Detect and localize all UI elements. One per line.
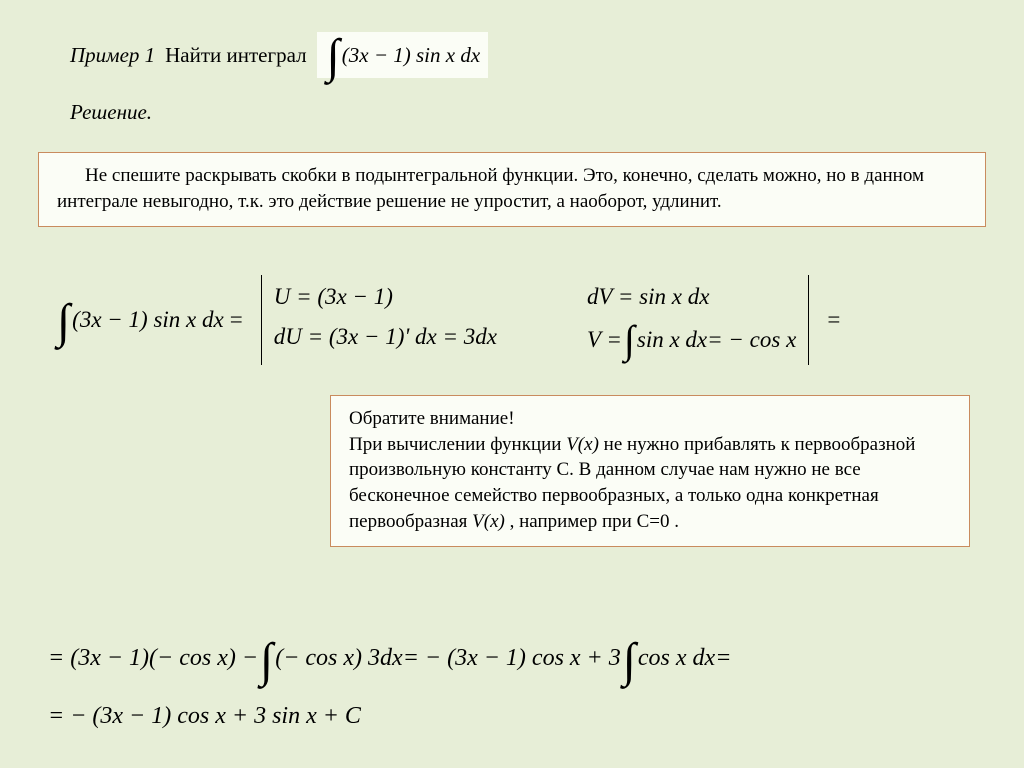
dv-def: dV = sin x dx	[587, 284, 796, 310]
v-def: V = ∫ sin x dx = − cos x	[587, 324, 796, 356]
integral-sign-icon: ∫	[327, 38, 340, 76]
v-integrand: sin x dx	[637, 327, 707, 353]
r1-b: = − (3x − 1) cos x + 3	[403, 630, 621, 688]
right-delimiter	[808, 275, 809, 365]
left-delimiter	[261, 275, 262, 365]
r1-int2: cos x dx	[638, 630, 715, 688]
vx-symbol: V(x)	[566, 434, 599, 455]
example-label: Пример 1	[70, 43, 155, 68]
equals-sign: =	[230, 307, 243, 333]
result-line-1: = (3x − 1)(− cos x) − ∫ (− cos x) 3dx = …	[48, 630, 731, 688]
hint-2-title: Обратите внимание!	[349, 406, 951, 432]
hint-1-text: Не спешите раскрывать скобки в подынтегр…	[57, 165, 924, 212]
integral-sign-icon: ∫	[623, 642, 636, 680]
equals-sign: =	[827, 307, 840, 333]
example-header: Пример 1 Найти интеграл ∫ (3x − 1) sin x…	[70, 32, 488, 78]
integral-sign-icon: ∫	[624, 324, 635, 356]
v-result: = − cos x	[707, 327, 796, 353]
hint-2-part-c: , например при С=0 .	[510, 511, 679, 532]
integral-sign-icon: ∫	[260, 642, 273, 680]
u-def: U = (3x − 1)	[274, 284, 497, 310]
result-line-2: = − (3x − 1) cos x + 3 sin x + C	[48, 688, 731, 746]
u-column: U = (3x − 1) dU = (3x − 1)' dx = 3dx	[274, 284, 497, 356]
solution-label: Решение.	[70, 100, 152, 125]
v-column: dV = sin x dx V = ∫ sin x dx = − cos x	[587, 284, 796, 356]
v-prefix: V =	[587, 327, 622, 353]
hint-2-body: При вычислении функции V(x) не нужно при…	[349, 432, 951, 535]
result-derivation: = (3x − 1)(− cos x) − ∫ (− cos x) 3dx = …	[48, 630, 731, 745]
integration-by-parts-block: ∫ (3x − 1) sin x dx = U = (3x − 1) dU = …	[55, 275, 840, 365]
substitution-columns: U = (3x − 1) dU = (3x − 1)' dx = 3dx dV …	[274, 284, 797, 356]
r1-c: =	[715, 630, 731, 688]
hint-box-1: Не спешите раскрывать скобки в подынтегр…	[38, 152, 986, 227]
example-integral-formula: ∫ (3x − 1) sin x dx	[317, 32, 489, 78]
hint-2-part-a: При вычислении функции	[349, 434, 566, 455]
r1-int1: (− cos x) 3dx	[275, 630, 402, 688]
r1-a: = (3x − 1)(− cos x) −	[48, 630, 258, 688]
du-def: dU = (3x − 1)' dx = 3dx	[274, 324, 497, 350]
integral-sign-icon: ∫	[57, 303, 70, 341]
example-task-text: Найти интеграл	[165, 43, 306, 68]
integral-expr: (3x − 1) sin x dx	[342, 43, 480, 68]
lhs-integrand: (3x − 1) sin x dx	[72, 307, 224, 333]
hint-box-2: Обратите внимание! При вычислении функци…	[330, 395, 970, 547]
vx-symbol: V(x)	[472, 511, 505, 532]
